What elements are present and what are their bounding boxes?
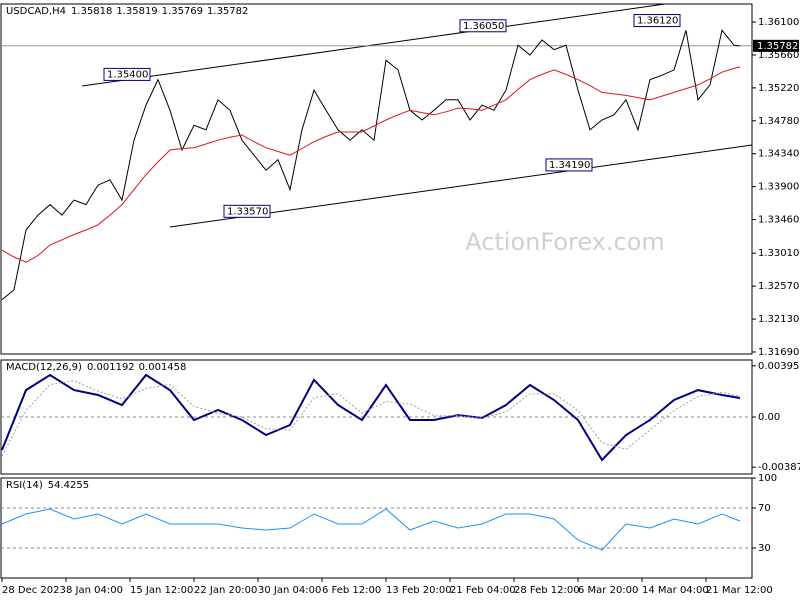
y-tick-label: 1.33460 [758,215,799,226]
panel-frame [0,3,753,355]
y-tick-label: 1.33900 [758,182,799,193]
panel [1,373,752,462]
y-tick-label: 1.35220 [758,83,799,94]
x-tick-label: 21 Feb 04:00 [450,585,516,596]
annotation-box [545,158,593,172]
panel-reading: 1.35782 [207,6,248,17]
panel-reading: 1.35818 [71,6,112,17]
price-annotation: 1.36120 [633,14,681,28]
annotation-label: 1.34190 [549,160,590,171]
x-tick-label: 28 Dec 2023 [2,585,66,596]
y-tick-label: 0.00 [758,412,780,423]
price-annotation: 1.33570 [223,204,271,218]
series-line [1,66,741,263]
panel-frame [0,477,753,579]
x-tick-label: 28 Feb 12:00 [514,585,580,596]
y-tick-label: 30 [758,543,771,554]
annotation-box [459,19,507,33]
x-tick-label: 14 Mar 04:00 [642,585,709,596]
x-tick-label: 30 Jan 04:00 [258,585,321,596]
y-tick-label: 1.32130 [758,314,799,325]
series-line [1,29,741,300]
annotation-box [223,204,271,218]
watermark: ActionForex.com [465,228,665,256]
y-tick-label: 1.36100 [758,17,799,28]
price-annotation: 1.34190 [545,158,593,172]
annotation-label: 1.36120 [637,16,678,27]
y-tick-label: 1.34340 [758,149,799,160]
annotation-label: 1.35400 [107,69,148,80]
x-tick-label: 22 Jan 20:00 [194,585,257,596]
trend-channel-upper [81,3,666,87]
price-annotation: 1.35400 [103,67,151,81]
current-price-tag [753,39,799,52]
y-tick-label: 1.35660 [758,50,799,61]
panel-title: RSI(14) [6,480,43,491]
panel-reading: 0.001458 [139,362,187,373]
annotation-box [103,67,151,81]
panel-reading: 1.35819 [116,6,157,17]
price-annotation: 1.36050 [459,19,507,33]
annotation-box [633,14,681,28]
series-line [1,508,741,551]
y-tick-label: 1.33010 [758,248,799,259]
x-tick-label: 21 Mar 12:00 [706,585,773,596]
y-tick-label: 70 [758,503,771,514]
series-line [1,373,741,462]
y-tick-label: 100 [758,473,777,484]
y-tick-label: 1.31690 [758,347,799,358]
y-tick-label: -0.003874 [758,462,800,473]
x-tick-label: 8 Jan 04:00 [66,585,123,596]
annotation-label: 1.36050 [463,21,504,32]
panel-title: USDCAD,H4 [6,6,66,17]
panel [1,507,752,551]
panel-reading: 0.001192 [87,362,135,373]
panel: ActionForex.com [1,29,752,300]
x-tick-label: 13 Feb 20:00 [386,585,452,596]
panel-reading: 1.35769 [162,6,203,17]
panel-reading: 54.4255 [48,480,89,491]
x-tick-label: 6 Mar 20:00 [578,585,638,596]
annotation-label: 1.33570 [227,206,268,217]
y-tick-label: 1.32570 [758,281,799,292]
y-tick-label: 0.00395 [758,361,799,372]
current-price-label: 1.35782 [757,41,798,52]
x-tick-label: 15 Jan 12:00 [130,585,193,596]
panel-title: MACD(12,26,9) [6,362,82,373]
y-tick-label: 1.34780 [758,116,799,127]
x-tick-label: 6 Feb 12:00 [322,585,381,596]
